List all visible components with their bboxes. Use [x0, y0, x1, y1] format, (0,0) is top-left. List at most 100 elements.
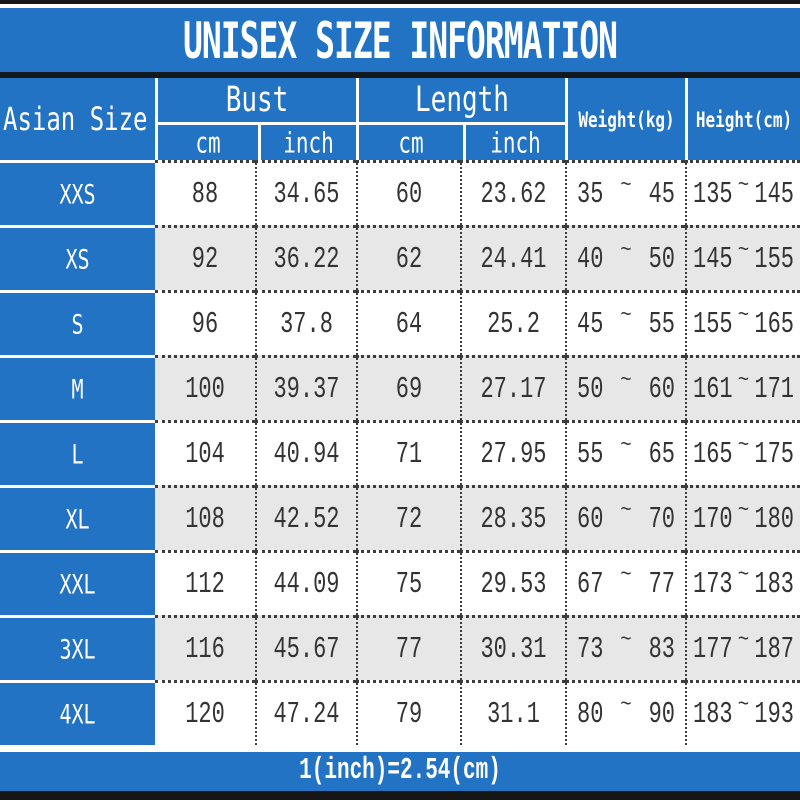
bust-inch-value: 42.52: [255, 485, 356, 550]
length-cm-value: 79: [356, 680, 460, 745]
length-inch-value: 30.31: [460, 615, 565, 680]
footer-band: 1(inch)=2.54(cm): [0, 752, 800, 791]
tilde-symbol: ~: [737, 172, 750, 198]
weight-range: 35 ~ 45: [565, 160, 685, 225]
group-header-length: Length: [359, 78, 565, 125]
tilde-symbol: ~: [737, 302, 750, 328]
tilde-symbol: ~: [620, 627, 632, 653]
bust-inch-value: 40.94: [255, 420, 356, 485]
tilde-symbol: ~: [737, 432, 750, 458]
bust-cm-value: 100: [155, 355, 255, 420]
bottom-black-bar: [0, 791, 800, 800]
column-group-length: Length cm inch: [356, 78, 565, 160]
title-underline: [0, 72, 800, 78]
column-header-asian-size: Asian Size: [0, 78, 155, 160]
title-band: UNISEX SIZE INFORMATION: [0, 8, 800, 72]
height-range: 161 ~ 171: [685, 355, 800, 420]
length-cm-value: 71: [356, 420, 460, 485]
subheader-bust-cm: cm: [158, 125, 258, 160]
bust-cm-value: 104: [155, 420, 255, 485]
length-inch-value: 23.62: [460, 160, 565, 225]
size-label: S: [0, 290, 155, 355]
tilde-symbol: ~: [620, 692, 632, 718]
weight-range: 40 ~ 50: [565, 225, 685, 290]
size-label: 3XL: [0, 615, 155, 680]
bust-inch-value: 44.09: [255, 550, 356, 615]
length-inch-value: 25.2: [460, 290, 565, 355]
length-cm-value: 69: [356, 355, 460, 420]
conversion-note: 1(inch)=2.54(cm): [299, 754, 501, 789]
length-inch-value: 29.53: [460, 550, 565, 615]
tilde-symbol: ~: [737, 237, 750, 263]
top-gap: [0, 4, 800, 8]
length-inch-value: 27.95: [460, 420, 565, 485]
tilde-symbol: ~: [620, 432, 632, 458]
length-inch-value: 31.1: [460, 680, 565, 745]
tilde-symbol: ~: [620, 367, 632, 393]
table-row: S 96 37.8 64 25.2 45 ~ 55 155 ~ 165: [0, 290, 800, 355]
size-label: L: [0, 420, 155, 485]
table-row: L 104 40.94 71 27.95 55 ~ 65 165 ~ 175: [0, 420, 800, 485]
table-row: 4XL 120 47.24 79 31.1 80 ~ 90 183 ~ 193: [0, 680, 800, 745]
bust-inch-value: 36.22: [255, 225, 356, 290]
tilde-symbol: ~: [737, 692, 750, 718]
length-inch-value: 24.41: [460, 225, 565, 290]
bust-cm-value: 88: [155, 160, 255, 225]
length-cm-value: 62: [356, 225, 460, 290]
subheader-length-cm: cm: [359, 125, 463, 160]
length-cm-value: 77: [356, 615, 460, 680]
length-cm-value: 72: [356, 485, 460, 550]
column-group-bust: Bust cm inch: [155, 78, 356, 160]
top-black-bar: [0, 0, 800, 4]
size-label: XL: [0, 485, 155, 550]
weight-range: 45 ~ 55: [565, 290, 685, 355]
table-row: 3XL 116 45.67 77 30.31 73 ~ 83 177 ~ 187: [0, 615, 800, 680]
footer-gap: [0, 745, 800, 752]
bust-inch-value: 45.67: [255, 615, 356, 680]
tilde-symbol: ~: [620, 302, 632, 328]
bust-cm-value: 108: [155, 485, 255, 550]
height-range: 155 ~ 165: [685, 290, 800, 355]
tilde-symbol: ~: [620, 562, 632, 588]
tilde-symbol: ~: [620, 497, 632, 523]
height-range: 173 ~ 183: [685, 550, 800, 615]
height-range: 165 ~ 175: [685, 420, 800, 485]
weight-range: 50 ~ 60: [565, 355, 685, 420]
table-row: M 100 39.37 69 27.17 50 ~ 60 161 ~ 171: [0, 355, 800, 420]
subheader-bust-inch: inch: [258, 125, 356, 160]
weight-range: 55 ~ 65: [565, 420, 685, 485]
group-header-bust: Bust: [158, 78, 356, 125]
weight-range: 80 ~ 90: [565, 680, 685, 745]
tilde-symbol: ~: [620, 172, 632, 198]
tilde-symbol: ~: [737, 367, 750, 393]
size-label: 4XL: [0, 680, 155, 745]
table-row: XXS 88 34.65 60 23.62 35 ~ 45 135 ~ 145: [0, 160, 800, 225]
table-row: XS 92 36.22 62 24.41 40 ~ 50 145 ~ 155: [0, 225, 800, 290]
height-range: 177 ~ 187: [685, 615, 800, 680]
length-inch-value: 27.17: [460, 355, 565, 420]
bust-cm-value: 112: [155, 550, 255, 615]
tilde-symbol: ~: [737, 562, 750, 588]
size-label: XXS: [0, 160, 155, 225]
size-label: M: [0, 355, 155, 420]
weight-range: 67 ~ 77: [565, 550, 685, 615]
height-range: 183 ~ 193: [685, 680, 800, 745]
length-cm-value: 64: [356, 290, 460, 355]
page-title: UNISEX SIZE INFORMATION: [183, 10, 618, 70]
height-range: 170 ~ 180: [685, 485, 800, 550]
column-header-height: Height(cm): [685, 78, 800, 160]
bust-cm-value: 116: [155, 615, 255, 680]
bust-inch-value: 34.65: [255, 160, 356, 225]
bust-inch-value: 37.8: [255, 290, 356, 355]
tilde-symbol: ~: [620, 237, 632, 263]
column-header-weight: Weight(kg): [565, 78, 685, 160]
bust-cm-value: 120: [155, 680, 255, 745]
bust-cm-value: 96: [155, 290, 255, 355]
height-range: 135 ~ 145: [685, 160, 800, 225]
size-table-body: XXS 88 34.65 60 23.62 35 ~ 45 135 ~ 145 …: [0, 160, 800, 745]
length-cm-value: 60: [356, 160, 460, 225]
tilde-symbol: ~: [737, 497, 750, 523]
length-inch-value: 28.35: [460, 485, 565, 550]
tilde-symbol: ~: [737, 627, 750, 653]
